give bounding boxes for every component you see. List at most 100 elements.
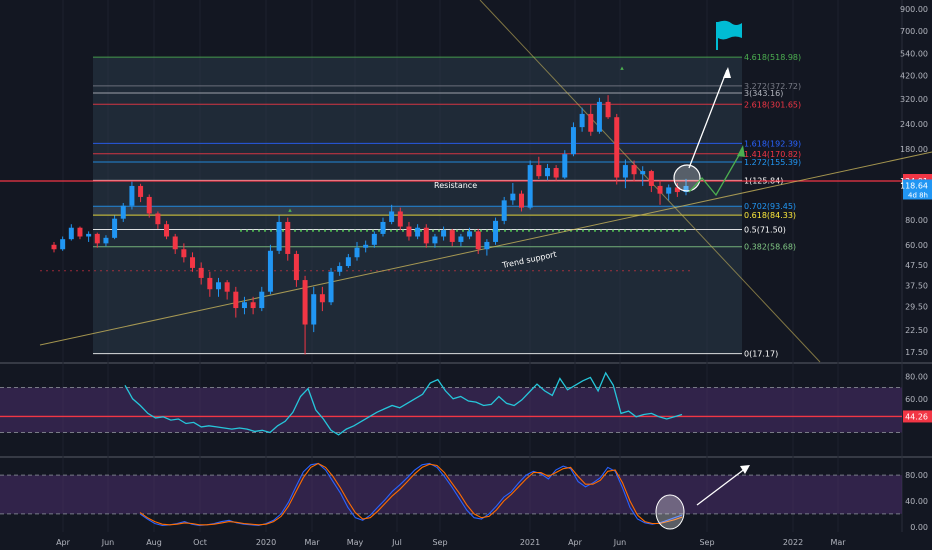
price-tick-label: 29.50 xyxy=(905,303,928,312)
candle-body xyxy=(674,187,680,193)
price-tick-label: 80.00 xyxy=(905,216,928,225)
signal-marker: ▴ xyxy=(620,64,624,72)
candle-body xyxy=(172,236,178,250)
fib-level-label: 3(343.16) xyxy=(744,89,783,98)
rsi-panel: 80.00 60.00 44.26 xyxy=(0,371,932,436)
time-tick-label: Jun xyxy=(613,538,627,547)
candle-body xyxy=(380,221,386,234)
projection-arrow-head xyxy=(723,67,731,78)
candle-body xyxy=(415,227,421,237)
candle xyxy=(596,97,602,134)
candle xyxy=(579,107,585,132)
candle xyxy=(146,194,152,218)
fib-level-label: 0.382(58.68) xyxy=(744,243,796,252)
price-tick-label: 17.50 xyxy=(905,348,928,357)
candle xyxy=(423,224,429,248)
rsi-value-tag xyxy=(903,410,932,423)
candle-body xyxy=(475,231,481,250)
candle xyxy=(527,160,533,210)
candle-body xyxy=(527,165,533,208)
candle-body xyxy=(233,291,239,309)
time-tick-label: Apr xyxy=(568,538,583,547)
candle-body xyxy=(181,249,187,258)
candle-body xyxy=(60,239,66,250)
time-tick-label: 2021 xyxy=(520,538,540,547)
price-tick-label: 22.50 xyxy=(905,326,928,335)
candle-body xyxy=(311,294,317,325)
candle-body xyxy=(155,213,161,225)
candle xyxy=(432,233,438,248)
candle xyxy=(415,224,421,240)
last-price-tag xyxy=(903,179,932,200)
candle xyxy=(86,231,92,242)
candle xyxy=(267,244,273,295)
time-tick-label: Jul xyxy=(391,538,402,547)
candle xyxy=(441,226,447,241)
candle-body xyxy=(250,302,256,309)
flag-body xyxy=(718,20,742,40)
candle-body xyxy=(406,226,412,237)
candle xyxy=(60,236,66,251)
candle-body xyxy=(120,205,126,219)
candle-body xyxy=(588,113,594,132)
candle-body xyxy=(293,253,299,281)
candle-body xyxy=(259,291,265,309)
candle xyxy=(449,228,455,247)
candle-body xyxy=(449,230,455,242)
stoch-highlight-circle xyxy=(655,494,685,530)
candle-body xyxy=(570,127,576,155)
fib-level-label: 1.272(155.39) xyxy=(744,158,801,167)
candle-body xyxy=(493,220,499,242)
candle xyxy=(605,95,611,119)
candle xyxy=(674,183,680,197)
candle xyxy=(475,228,481,254)
countdown-label: 4d 8h xyxy=(908,191,928,199)
candle xyxy=(285,217,291,261)
time-tick-label: Mar xyxy=(830,538,846,547)
candle xyxy=(224,280,230,300)
candle-body xyxy=(657,185,663,194)
candle xyxy=(241,296,247,315)
candle xyxy=(588,104,594,136)
candle-body xyxy=(224,282,230,292)
candle xyxy=(371,231,377,248)
candle xyxy=(276,215,282,254)
candle xyxy=(536,156,542,179)
candle xyxy=(345,253,351,268)
candle xyxy=(302,275,308,355)
candle-body xyxy=(129,185,135,206)
rsi-line xyxy=(124,371,683,436)
candle-body xyxy=(432,236,438,244)
time-tick-label: 2022 xyxy=(783,538,803,547)
candle xyxy=(77,226,83,240)
candle xyxy=(215,277,221,297)
candle-body xyxy=(241,302,247,309)
stoch-rsi-panel: 80.00 40.00 0.00 xyxy=(0,462,928,532)
candle xyxy=(614,113,620,185)
stoch-line xyxy=(139,462,683,526)
candle-body xyxy=(596,101,602,132)
stoch-tick-label: 80.00 xyxy=(905,471,928,480)
fib-golden-zone xyxy=(93,206,742,216)
candle-body xyxy=(68,227,74,240)
stoch-arrow-head xyxy=(740,465,750,474)
candle-body xyxy=(146,196,152,214)
candle xyxy=(354,241,360,261)
candle xyxy=(570,122,576,157)
candle xyxy=(293,250,299,287)
candle xyxy=(311,286,317,333)
candle-body xyxy=(285,221,291,254)
rsi-tick-label: 80.00 xyxy=(905,372,928,381)
candle xyxy=(207,271,213,297)
candle xyxy=(172,233,178,254)
candle-body xyxy=(484,241,490,250)
time-tick-label: May xyxy=(347,538,364,547)
candle-body xyxy=(441,230,447,237)
stoch-arrow xyxy=(696,467,747,506)
candle xyxy=(319,286,325,312)
candle xyxy=(631,160,637,181)
candle xyxy=(510,183,516,205)
candle xyxy=(155,211,161,229)
zigzag-projection xyxy=(688,149,743,197)
